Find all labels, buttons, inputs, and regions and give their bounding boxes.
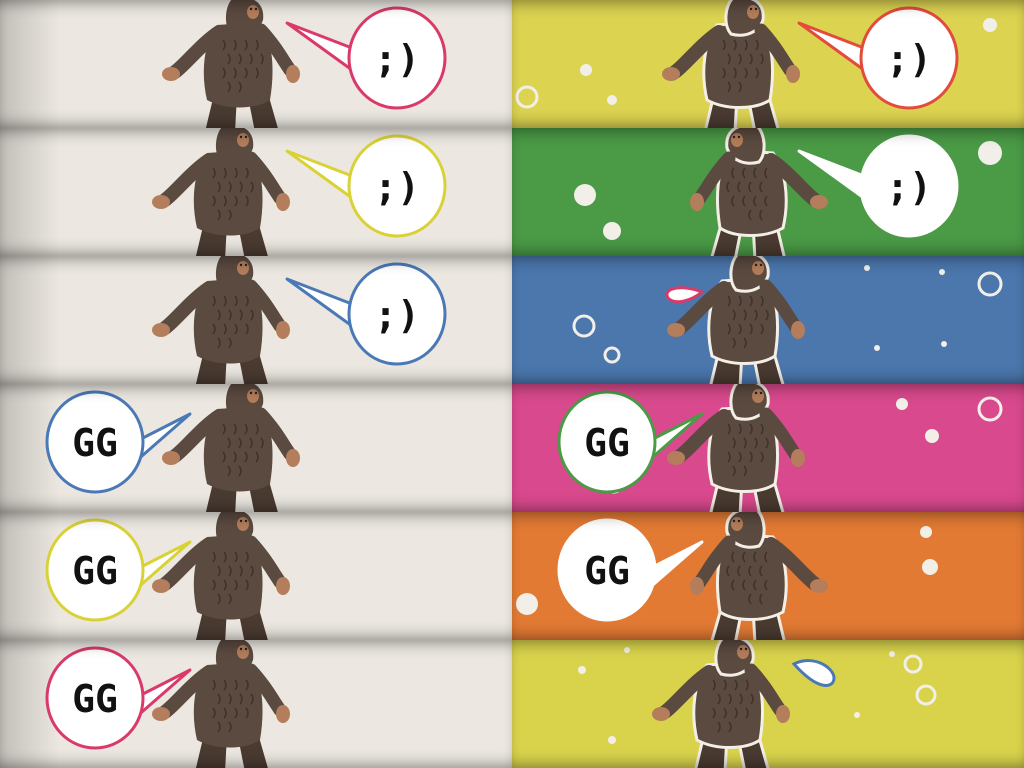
confetti-dot — [607, 95, 617, 105]
tile-scene: ;) — [574, 128, 1002, 256]
confetti-dot — [939, 269, 945, 275]
bigfoot-character — [690, 128, 828, 256]
confetti-dot — [580, 64, 592, 76]
teardrop-bubble — [791, 659, 836, 687]
bigfoot-character — [152, 640, 290, 768]
bigfoot-character — [662, 0, 800, 128]
confetti-dot — [889, 651, 895, 657]
confetti-ring — [572, 314, 596, 338]
confetti-dot — [603, 222, 621, 240]
bubble-text: GG — [72, 421, 118, 465]
bubble-text: GG — [72, 677, 118, 721]
emote-tile-color-gg-orange[interactable]: GG — [512, 512, 1024, 640]
bigfoot-character — [152, 512, 290, 640]
tile-scene: GG — [516, 512, 938, 640]
speech-bubble: GG — [45, 518, 192, 622]
speech-bubble: ;) — [797, 134, 959, 238]
bubble-text: GG — [584, 421, 630, 465]
tile-scene: GG — [557, 384, 1003, 512]
bubble-text: GG — [72, 549, 118, 593]
bubble-text: ;) — [886, 37, 932, 81]
tile-scene — [572, 256, 1003, 384]
bigfoot-character — [152, 128, 290, 256]
confetti-dot — [574, 184, 596, 206]
speech-bubble: GG — [45, 646, 192, 750]
emote-tile-color-wink-yellow[interactable]: ;) — [512, 0, 1024, 128]
teardrop-bubble — [665, 286, 705, 304]
confetti-dot — [896, 398, 908, 410]
bigfoot-character — [162, 0, 300, 128]
emote-tile-light-wink-yellow[interactable]: ;) — [0, 128, 512, 256]
bigfoot-character — [690, 512, 828, 640]
confetti-dot — [941, 341, 947, 347]
emote-tile-light-gg-yellow[interactable]: GG — [0, 512, 512, 640]
bigfoot-character — [667, 256, 805, 384]
confetti-dot — [925, 429, 939, 443]
speech-bubble: ;) — [285, 262, 447, 366]
tile-scene — [578, 640, 937, 768]
tile-scene: GG — [45, 384, 300, 512]
confetti-dot — [978, 141, 1002, 165]
emote-tile-light-gg-pink[interactable]: GG — [0, 640, 512, 768]
emote-tile-light-gg-blue[interactable]: GG — [0, 384, 512, 512]
bubble-text: GG — [584, 549, 630, 593]
tile-scene: GG — [45, 512, 290, 640]
tile-scene: GG — [45, 640, 290, 768]
confetti-dot — [854, 712, 860, 718]
bigfoot-character — [152, 256, 290, 384]
emote-tile-color-yellow[interactable] — [512, 640, 1024, 768]
confetti-ring — [903, 654, 923, 674]
confetti-dot — [624, 647, 630, 653]
bubble-text: ;) — [374, 293, 420, 337]
confetti-ring — [977, 271, 1003, 297]
emote-tile-color-blue[interactable] — [512, 256, 1024, 384]
confetti-dot — [983, 18, 997, 32]
speech-bubble: GG — [557, 390, 704, 494]
tile-scene: ;) — [515, 0, 997, 128]
confetti-dot — [864, 265, 870, 271]
bubble-text: ;) — [374, 37, 420, 81]
emote-tile-light-wink-blue[interactable]: ;) — [0, 256, 512, 384]
bigfoot-character — [652, 640, 790, 768]
speech-bubble: ;) — [797, 6, 959, 110]
confetti-dot — [874, 345, 880, 351]
tile-scene: ;) — [162, 0, 447, 128]
bigfoot-character — [162, 384, 300, 512]
confetti-dot — [922, 559, 938, 575]
bigfoot-character — [667, 384, 805, 512]
tile-scene: ;) — [152, 128, 447, 256]
tile-scene: ;) — [152, 256, 447, 384]
confetti-dot — [578, 666, 586, 674]
confetti-ring — [515, 85, 539, 109]
emote-tile-light-wink-pink[interactable]: ;) — [0, 0, 512, 128]
speech-bubble: ;) — [285, 6, 447, 110]
confetti-ring — [915, 684, 937, 706]
speech-bubble: GG — [45, 390, 192, 494]
emote-tile-color-wink-green[interactable]: ;) — [512, 128, 1024, 256]
speech-bubble: ;) — [285, 134, 447, 238]
confetti-dot — [516, 593, 538, 615]
bubble-text: ;) — [886, 165, 932, 209]
bubble-text: ;) — [374, 165, 420, 209]
confetti-ring — [603, 346, 621, 364]
confetti-dot — [920, 526, 932, 538]
speech-bubble: GG — [557, 518, 704, 622]
emote-tile-color-gg-pink[interactable]: GG — [512, 384, 1024, 512]
confetti-dot — [608, 736, 616, 744]
confetti-ring — [977, 396, 1003, 422]
